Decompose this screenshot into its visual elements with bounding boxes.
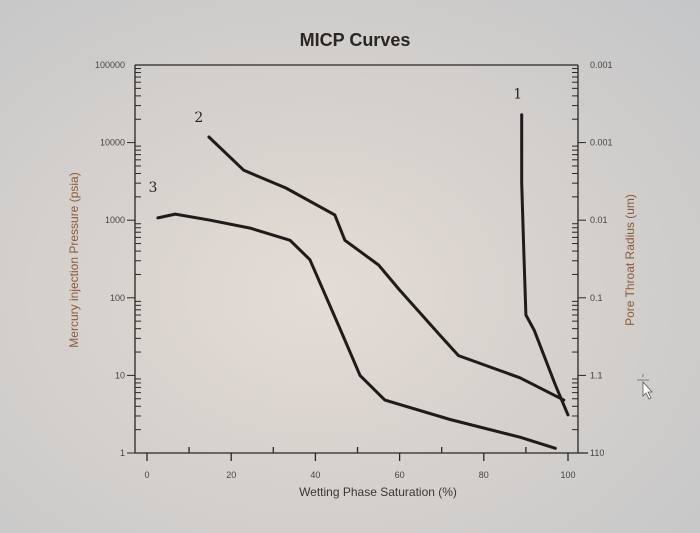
curve-3 bbox=[156, 212, 557, 450]
y-tick-label: 100 bbox=[110, 293, 125, 303]
y-tick-label: 10 bbox=[115, 370, 125, 380]
x-tick-label: 0 bbox=[144, 470, 149, 480]
y-axis-label: Mercury injection Pressure (psia) bbox=[67, 172, 81, 347]
axes bbox=[134, 64, 588, 454]
x-tick-label: 80 bbox=[479, 470, 489, 480]
y2-tick-label: 1.1 bbox=[590, 370, 603, 380]
chart-title: MICP Curves bbox=[300, 30, 411, 50]
curves: 1 2 3 bbox=[148, 87, 570, 450]
y-tick-label: 1 bbox=[120, 448, 125, 458]
curve-label-1: 1 bbox=[513, 87, 522, 103]
curve-1 bbox=[520, 113, 570, 417]
x-axis-label: Wetting Phase Saturation (%) bbox=[299, 485, 457, 499]
x-tick-label: 100 bbox=[560, 470, 575, 480]
curve-label-2: 2 bbox=[194, 110, 203, 126]
ticks: 0 20 40 60 80 100 100000 10000 1000 100 10 1 0.001 0.… bbox=[95, 60, 613, 480]
x-tick-label: 40 bbox=[310, 470, 320, 480]
y2-tick-label: 0.01 bbox=[590, 215, 608, 225]
curve-label-3: 3 bbox=[148, 180, 157, 196]
y2-tick-label: 0.001 bbox=[590, 60, 613, 70]
y2-tick-label: 110 bbox=[590, 448, 604, 458]
move-cursor-icon bbox=[637, 374, 653, 400]
y2-tick-label: 0.1 bbox=[590, 293, 603, 303]
y2-tick-label: 0.001 bbox=[590, 138, 613, 148]
y2-axis-label: Pore Throat Radius (um) bbox=[623, 194, 637, 326]
curve-2 bbox=[207, 135, 566, 402]
y-tick-label: 1000 bbox=[105, 215, 125, 225]
y-tick-label: 10000 bbox=[100, 138, 125, 148]
x-tick-label: 60 bbox=[395, 470, 405, 480]
x-tick-label: 20 bbox=[226, 470, 236, 480]
y-tick-label: 100000 bbox=[95, 60, 125, 70]
